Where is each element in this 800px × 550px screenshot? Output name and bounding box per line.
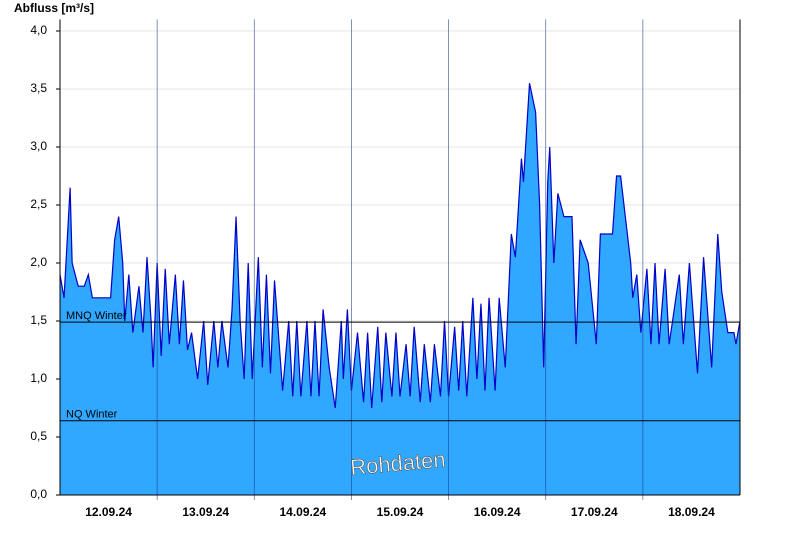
y-tick-label: 1,5 [30, 313, 47, 327]
x-tick-label: 17.09.24 [571, 505, 618, 519]
x-tick-label: 15.09.24 [377, 505, 424, 519]
reference-label: NQ Winter [66, 409, 118, 421]
x-tick-label: 13.09.24 [182, 505, 229, 519]
x-tick-label: 12.09.24 [85, 505, 132, 519]
area [60, 83, 740, 495]
area-outline [59, 83, 741, 409]
y-tick-label: 2,0 [30, 255, 47, 269]
y-tick-label: 3,0 [30, 139, 47, 153]
y-tick-label: 4,0 [30, 23, 47, 37]
y-tick-label: 0,0 [30, 487, 47, 501]
x-tick-label: 16.09.24 [474, 505, 521, 519]
x-tick-label: 14.09.24 [279, 505, 326, 519]
y-axis-label: Abfluss [m³/s] [14, 1, 94, 15]
y-tick-label: 1,0 [30, 371, 47, 385]
y-tick-label: 0,5 [30, 429, 47, 443]
reference-label: MNQ Winter [66, 310, 127, 322]
y-tick-label: 2,5 [30, 197, 47, 211]
x-tick-label: 18.09.24 [668, 505, 715, 519]
y-tick-label: 3,5 [30, 81, 47, 95]
